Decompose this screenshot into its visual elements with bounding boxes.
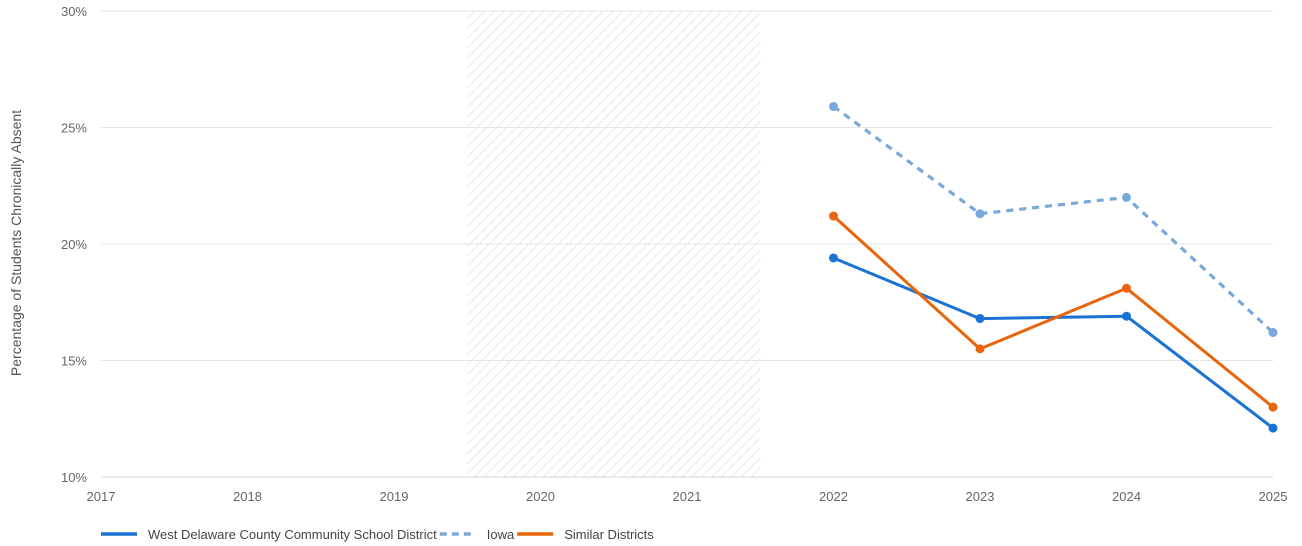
data-point — [829, 102, 838, 112]
x-tick-label: 2017 — [87, 489, 116, 504]
series-line — [832, 105, 1275, 334]
y-tick-label: 30% — [61, 4, 87, 19]
y-tick-label: 15% — [61, 354, 87, 369]
x-tick-label: 2022 — [819, 489, 848, 504]
y-tick-labels: 10% 15% 20% 25% 30% — [61, 4, 87, 485]
data-point — [975, 209, 985, 219]
data-point — [829, 211, 838, 221]
series-3 — [829, 211, 1278, 412]
y-tick-label: 10% — [61, 470, 87, 485]
x-tick-label: 2024 — [1112, 489, 1141, 504]
legend: West Delaware County Community School Di… — [101, 527, 654, 542]
data-point — [1122, 311, 1131, 321]
x-tick-label: 2018 — [233, 489, 262, 504]
legend-label: Similar Districts — [564, 527, 654, 542]
series-layer — [829, 102, 1278, 433]
series-line — [832, 214, 1274, 409]
y-axis-title: Percentage of Students Chronically Absen… — [8, 110, 24, 376]
data-point — [1122, 283, 1131, 293]
data-point — [1122, 192, 1131, 202]
x-tick-label: 2023 — [966, 489, 995, 504]
y-tick-label: 20% — [61, 237, 87, 252]
data-point — [975, 314, 985, 324]
x-tick-labels: 2017 2018 2019 2020 2021 2022 2023 2024 2025 — [87, 489, 1288, 504]
data-point — [1268, 423, 1278, 433]
series-1 — [829, 253, 1278, 433]
legend-label: Iowa — [487, 527, 515, 542]
x-tick-label: 2019 — [380, 489, 409, 504]
x-tick-label: 2025 — [1259, 489, 1288, 504]
data-point — [1268, 402, 1278, 412]
data-point — [829, 253, 838, 263]
legend-label: West Delaware County Community School Di… — [148, 527, 437, 542]
gridlines — [101, 10, 1273, 478]
data-point — [975, 344, 985, 354]
series-line — [832, 256, 1274, 430]
y-tick-label: 25% — [61, 121, 87, 136]
series-2 — [829, 102, 1278, 338]
x-tick-label: 2021 — [673, 489, 702, 504]
data-point — [1268, 328, 1278, 338]
x-tick-label: 2020 — [526, 489, 555, 504]
